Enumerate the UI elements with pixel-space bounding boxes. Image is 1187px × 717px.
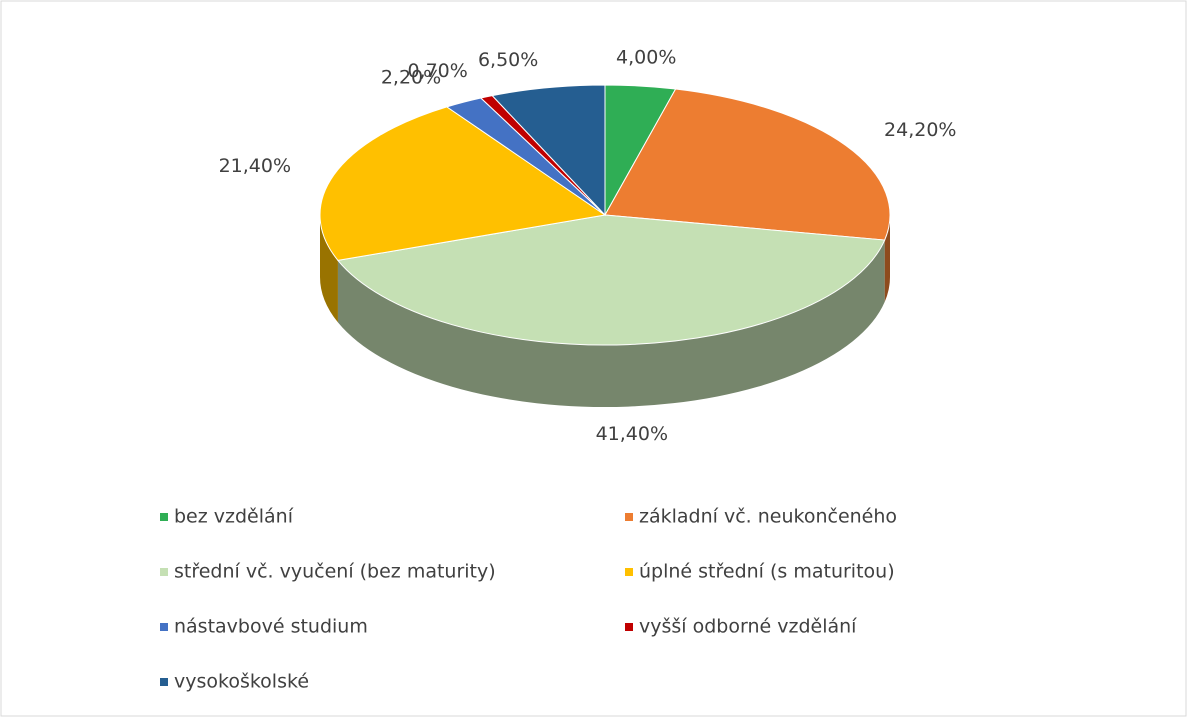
legend-label: bez vzdělání [174, 506, 294, 528]
data-label: 24,20% [884, 119, 956, 141]
pie-slice [604, 88, 891, 241]
legend-swatch [160, 568, 168, 576]
legend-swatch [625, 623, 633, 631]
pie-side [337, 240, 885, 407]
data-label: 6,50% [478, 49, 538, 71]
legend-label: základní vč. neukončeného [639, 506, 897, 528]
legend-swatch [625, 568, 633, 576]
legend-swatch [160, 513, 168, 521]
legend-label: vyšší odborné vzdělání [639, 616, 857, 638]
legend-label: střední vč. vyučení (bez maturity) [174, 561, 496, 583]
legend-label: úplné střední (s maturitou) [639, 561, 895, 583]
pie-slice [337, 214, 886, 346]
pie-side [320, 215, 338, 323]
legend-label: nástavbové studium [174, 616, 368, 638]
pie-slice [491, 84, 606, 217]
legend-label: vysokoškolské [174, 671, 309, 693]
data-label: 4,00% [616, 47, 676, 69]
legend-swatch [160, 623, 168, 631]
data-label: 0,70% [407, 60, 467, 82]
pie-slice [319, 106, 607, 261]
data-label: 21,40% [219, 155, 291, 177]
legend-swatch [625, 513, 633, 521]
legend-swatch [160, 678, 168, 686]
data-label: 41,40% [596, 423, 668, 445]
data-label: 2,20% [381, 66, 441, 88]
